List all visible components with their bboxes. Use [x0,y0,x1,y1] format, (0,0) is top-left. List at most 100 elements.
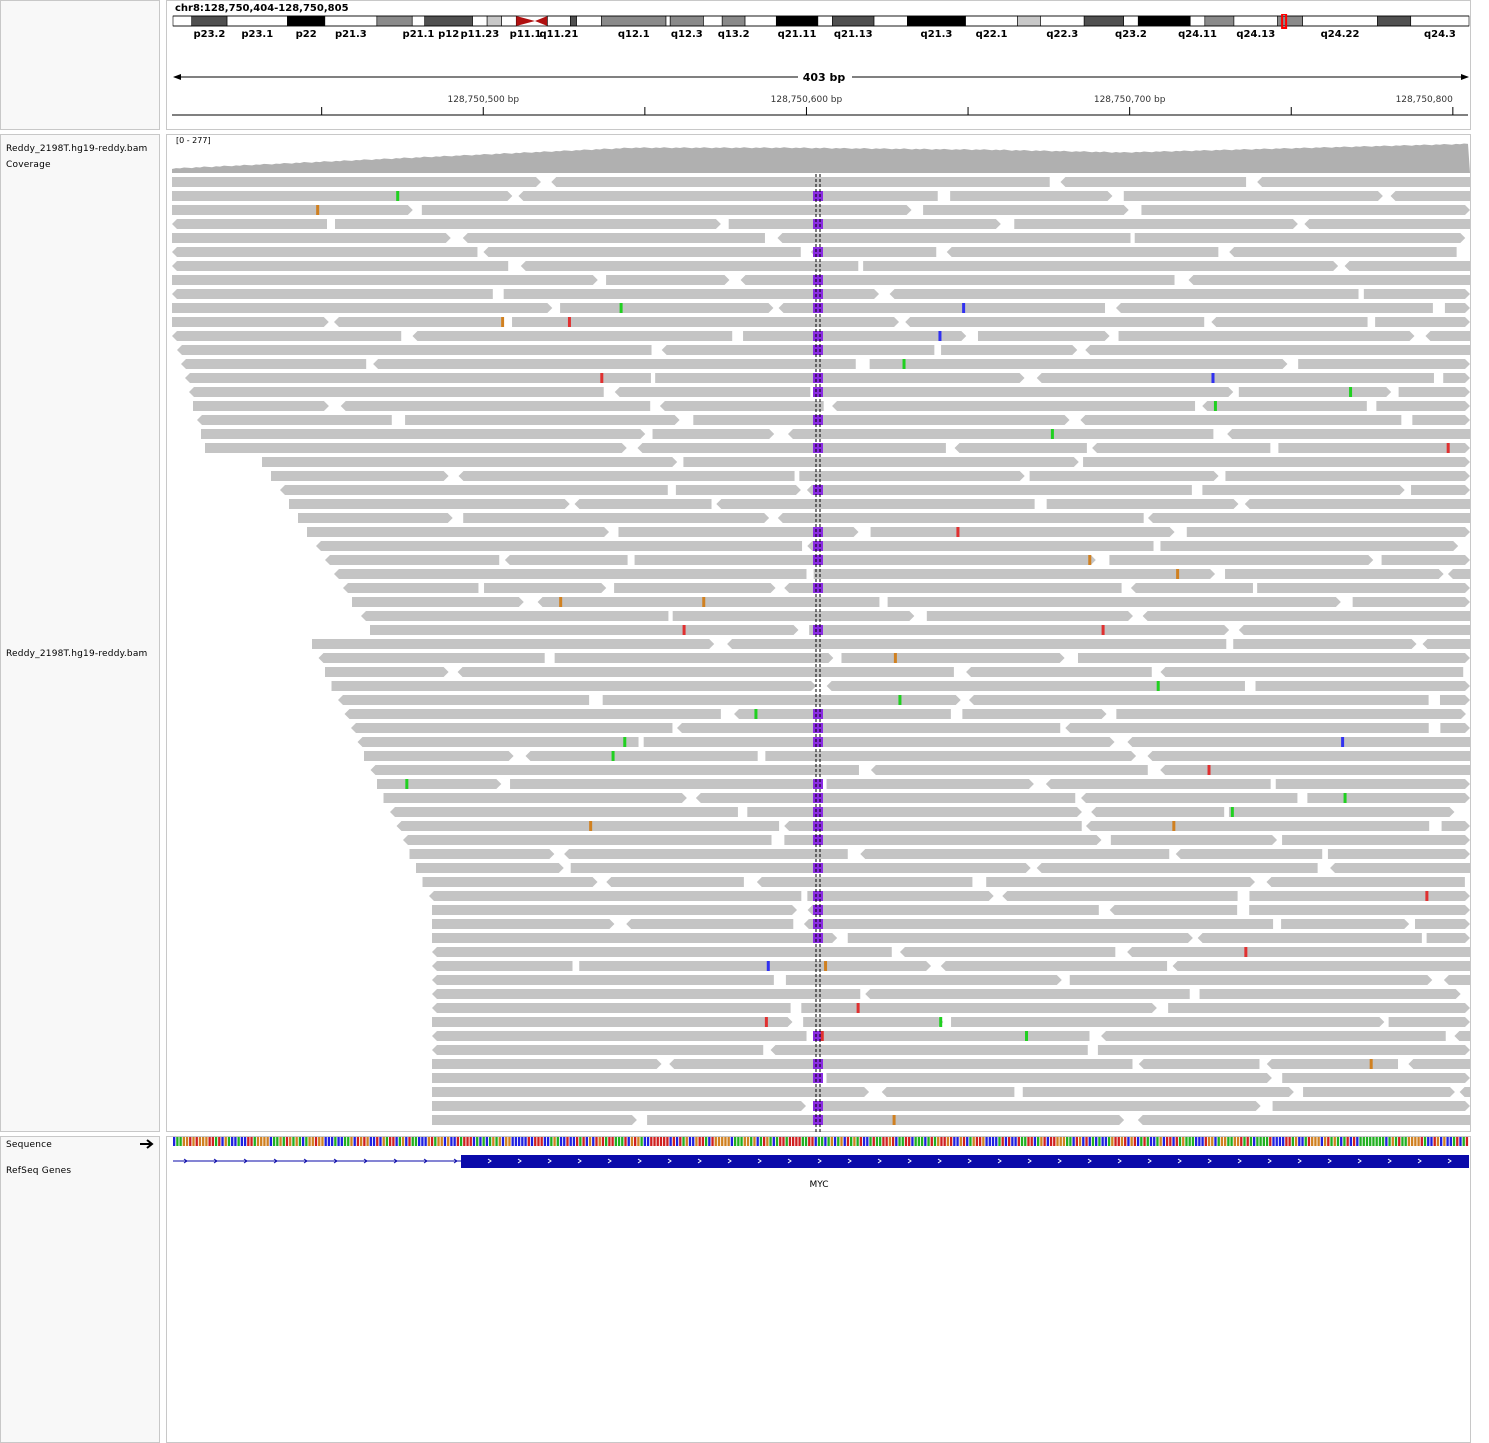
sequence-base [272,1137,276,1146]
aligned-read [1202,401,1367,411]
aligned-read [432,947,892,957]
sequence-base [1056,1137,1059,1146]
sequence-base [1304,1137,1307,1146]
alignment-track-name[interactable]: Reddy_2198T.hg19-reddy.bam [6,649,148,659]
sequence-base [434,1137,437,1146]
gene-strand-arrow [1147,1158,1152,1164]
sequence-base [1124,1137,1127,1146]
sequence-base [1178,1137,1182,1146]
alignment-area[interactable]: [0 - 277] [172,134,1470,1132]
read-row [370,765,1470,775]
sequence-base [1130,1137,1133,1146]
aligned-read [357,737,639,747]
aligned-read [826,1073,1272,1083]
mismatch-base [1207,765,1211,775]
sequence-base [740,1137,743,1146]
aligned-read [1175,849,1323,859]
aligned-read [1101,1031,1446,1041]
sequence-base [982,1137,985,1146]
aligned-read [325,667,449,677]
sequence-base [621,1137,624,1146]
aligned-read [1447,569,1470,579]
ideogram-band-label: q24.11 [1178,29,1217,40]
aligned-read [405,415,680,425]
read-row [172,289,1470,299]
aligned-read [335,219,721,229]
mismatch-base [824,961,828,971]
aligned-read [614,583,776,593]
insertion-marker [813,275,823,285]
aligned-read [826,681,1245,691]
sequence-base [917,1137,921,1146]
aligned-read [1147,751,1470,761]
sequence-base [821,1137,824,1146]
read-row [172,177,1470,187]
read-row [193,401,1470,411]
aligned-read [941,345,1078,355]
sequence-base [1207,1137,1211,1146]
chromosome-ideogram[interactable]: p23.2 p23.1 p22 p21.3 p21.1 p12 p11.23 p11.1q11… [172,14,1470,42]
sequence-base [769,1137,772,1146]
sequence-base [195,1137,198,1146]
aligned-read [403,835,772,845]
gene-strand-arrow [453,1158,458,1164]
sequence-base [791,1137,795,1146]
sequence-base [772,1137,775,1146]
aligned-read [1080,415,1402,425]
sequence-base [1378,1137,1382,1146]
sequence-base [398,1137,401,1146]
aligned-read [946,247,1219,257]
ideogram-band-label: q24.13 [1236,29,1275,40]
aligned-read [832,401,1196,411]
sequence-base [1265,1137,1269,1146]
ideogram-band-label: q21.11 [778,29,817,40]
sequence-base [956,1137,959,1146]
aligned-read [1330,863,1470,873]
aligned-read [1388,1017,1470,1027]
sequence-base [418,1137,421,1146]
read-row [383,793,1470,803]
feature-area[interactable]: MYC [172,1134,1470,1194]
sequence-base [511,1137,514,1146]
mismatch-base [1088,555,1092,565]
read-row [351,723,1470,733]
aligned-read [799,471,1025,481]
sequence-base [1323,1137,1327,1146]
ideogram-band [172,15,193,27]
sequence-base [534,1137,537,1146]
sequence-base [672,1137,676,1146]
aligned-read [289,499,570,509]
mismatch-base [1213,401,1217,411]
mismatch-base [764,1017,768,1027]
aligned-read [841,653,1065,663]
sequence-base [733,1137,737,1146]
genomic-ruler[interactable]: 403 bp 128,750,500 bp 128,750,600 bp 128,75… [172,64,1470,120]
sequence-base [337,1137,340,1146]
aligned-read [747,807,1082,817]
read-row [344,709,1466,719]
ideogram-band-label: p21.3 [335,29,367,40]
gene-strand-arrow [333,1158,338,1164]
coverage-track-name[interactable]: Reddy_2198T.hg19-reddy.bam Coverage [6,144,148,170]
strand-arrow-icon[interactable] [139,1138,157,1150]
insertion-marker [813,485,823,495]
sequence-track-name[interactable]: Sequence [6,1140,52,1150]
aligned-read [683,457,1079,467]
refseq-track-name[interactable]: RefSeq Genes [6,1166,72,1176]
sequence-base [508,1137,511,1146]
sequence-base [334,1137,337,1146]
sequence-base [811,1137,814,1146]
sequence-base [1465,1137,1469,1146]
ideogram-band [1410,15,1470,27]
sequence-base [656,1137,659,1146]
ideogram-band-label: p11.23 [460,29,499,40]
ideogram-band-label: q24.22 [1321,29,1360,40]
aligned-read [172,261,509,271]
sequence-base [311,1137,314,1146]
sequence-base [1075,1137,1079,1146]
ideogram-band-label: p23.2 [193,29,225,40]
aligned-read [1412,415,1470,425]
gene-strand-arrow [577,1158,582,1164]
aligned-read [432,933,838,943]
gene-strand-arrow [1357,1158,1362,1164]
